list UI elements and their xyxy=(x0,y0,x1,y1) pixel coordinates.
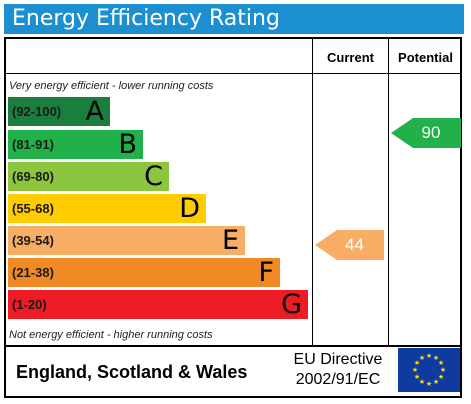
rating-frame xyxy=(4,37,462,398)
band-letter: B xyxy=(118,129,137,160)
band-letter: G xyxy=(281,289,302,320)
eu-flag-stars: ★ ★ ★ ★ ★ ★ ★ ★ ★ ★ ★ ★ xyxy=(412,352,446,388)
svg-text:★: ★ xyxy=(438,373,444,381)
band-f: (21-38) F xyxy=(8,257,280,288)
bottom-note: Not energy efficient - higher running co… xyxy=(9,329,213,341)
top-note: Very energy efficient - lower running co… xyxy=(9,80,214,92)
band-letter: C xyxy=(144,161,163,192)
directive-line-1: EU Directive xyxy=(293,351,383,368)
page-title: Energy Efficiency Rating xyxy=(12,6,280,31)
eu-directive: EU Directive 2002/91/EC xyxy=(283,350,393,390)
svg-text:★: ★ xyxy=(433,354,439,362)
svg-text:★: ★ xyxy=(414,373,420,381)
band-d: (55-68) D xyxy=(8,193,206,224)
potential-column-divider xyxy=(388,39,389,345)
band-letter: A xyxy=(85,96,104,127)
svg-text:★: ★ xyxy=(419,378,425,386)
band-e: (39-54) E xyxy=(8,225,245,256)
svg-text:★: ★ xyxy=(433,378,439,386)
band-b: (81-91) B xyxy=(8,129,143,160)
eu-flag-icon: ★ ★ ★ ★ ★ ★ ★ ★ ★ ★ ★ ★ xyxy=(398,348,460,392)
current-rating-value: 44 xyxy=(345,235,364,254)
band-g: (1-20) G xyxy=(8,289,308,320)
band-letter: E xyxy=(221,225,239,256)
potential-rating-value: 90 xyxy=(421,123,441,142)
band-range: (39-54) xyxy=(12,233,54,248)
svg-text:★: ★ xyxy=(426,380,432,388)
band-letter: F xyxy=(258,257,274,288)
band-range: (55-68) xyxy=(12,201,54,216)
potential-header: Potential xyxy=(398,50,453,65)
band-range: (1-20) xyxy=(12,297,47,312)
svg-text:★: ★ xyxy=(414,359,420,367)
band-a: (92-100) A xyxy=(8,96,110,127)
directive-line-2: 2002/91/EC xyxy=(295,371,381,388)
svg-text:★: ★ xyxy=(419,354,425,362)
band-c: (69-80) C xyxy=(8,161,169,192)
band-letter: D xyxy=(179,193,200,224)
svg-text:★: ★ xyxy=(438,359,444,367)
footer-region: England, Scotland & Wales xyxy=(16,362,248,382)
band-range: (81-91) xyxy=(12,137,54,152)
title-bar: Energy Efficiency Rating xyxy=(4,4,464,34)
band-range: (92-100) xyxy=(12,104,62,119)
band-range: (21-38) xyxy=(12,265,54,280)
current-header: Current xyxy=(327,50,374,65)
svg-text:★: ★ xyxy=(412,366,418,374)
footer-divider xyxy=(6,345,462,347)
svg-text:★: ★ xyxy=(426,352,432,360)
svg-text:★: ★ xyxy=(440,366,446,374)
current-column-divider xyxy=(312,39,313,345)
band-range: (69-80) xyxy=(12,169,54,184)
header-divider xyxy=(6,73,462,74)
